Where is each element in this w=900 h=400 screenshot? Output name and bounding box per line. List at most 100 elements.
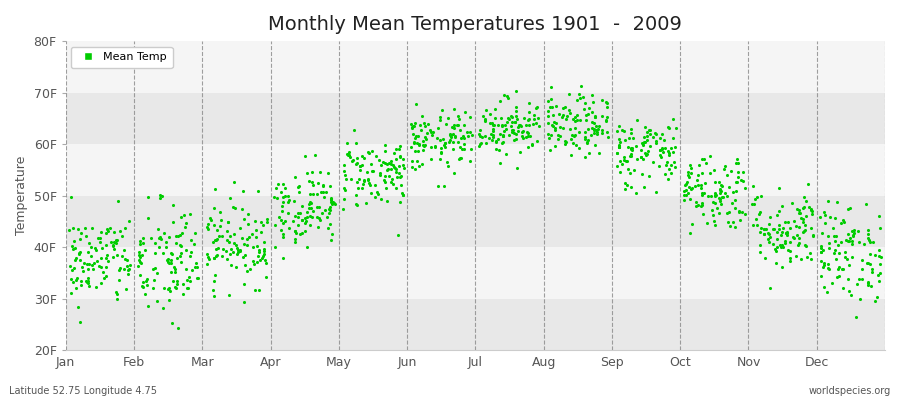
Point xyxy=(378,142,392,148)
Point xyxy=(590,123,604,129)
Point xyxy=(493,160,508,166)
Point xyxy=(107,239,122,246)
Point xyxy=(203,215,218,222)
Point xyxy=(578,129,592,135)
Point xyxy=(81,278,95,284)
Point xyxy=(491,146,506,153)
Point xyxy=(64,276,78,282)
Point xyxy=(783,224,797,231)
Point xyxy=(634,146,648,153)
Point xyxy=(422,126,436,133)
Point xyxy=(555,125,570,132)
Point xyxy=(713,187,727,194)
Point xyxy=(140,215,155,221)
Point xyxy=(408,120,422,126)
Point xyxy=(357,155,372,162)
Point xyxy=(778,219,792,226)
Point xyxy=(643,131,657,137)
Point xyxy=(350,202,365,208)
Point xyxy=(374,195,388,202)
Point xyxy=(153,192,167,198)
Point xyxy=(763,284,778,291)
Point xyxy=(849,314,863,320)
Point xyxy=(211,252,225,258)
Point xyxy=(250,243,265,250)
Point xyxy=(254,228,268,235)
Point xyxy=(340,150,355,157)
Point xyxy=(655,144,670,151)
Point xyxy=(300,170,314,177)
Point xyxy=(428,144,442,150)
Point xyxy=(599,100,614,106)
Point xyxy=(850,281,864,288)
Bar xyxy=(66,299,885,350)
Point xyxy=(364,148,379,154)
Point xyxy=(237,241,251,247)
Point xyxy=(616,127,630,133)
Point xyxy=(162,285,176,292)
Point xyxy=(727,204,742,211)
Point xyxy=(393,172,408,179)
Point xyxy=(526,120,540,127)
Point xyxy=(815,264,830,270)
Point xyxy=(267,222,282,228)
Point xyxy=(140,194,155,200)
Point xyxy=(620,166,634,172)
Point xyxy=(763,234,778,240)
Point xyxy=(310,191,324,198)
Point xyxy=(227,179,241,185)
Point xyxy=(353,163,367,169)
Point xyxy=(464,128,478,135)
Point xyxy=(585,125,599,132)
Point xyxy=(69,285,84,292)
Point xyxy=(464,114,478,120)
Point xyxy=(112,267,126,273)
Point xyxy=(418,135,433,142)
Point xyxy=(438,140,453,146)
Point xyxy=(845,233,859,239)
Point xyxy=(256,252,270,259)
Point xyxy=(494,122,508,129)
Point xyxy=(323,183,338,190)
Point xyxy=(563,152,578,158)
Point xyxy=(252,286,266,293)
Point xyxy=(615,161,629,167)
Point xyxy=(165,320,179,326)
Point xyxy=(708,222,723,228)
Point xyxy=(820,289,834,295)
Point xyxy=(493,130,508,137)
Point xyxy=(666,149,680,155)
Point xyxy=(431,182,446,189)
Point xyxy=(542,135,556,142)
Point xyxy=(146,285,160,292)
Point xyxy=(310,204,325,210)
Point xyxy=(361,176,375,182)
Point xyxy=(634,154,648,161)
Point xyxy=(381,166,395,173)
Point xyxy=(389,156,403,162)
Point xyxy=(769,247,783,254)
Point xyxy=(814,249,829,255)
Point xyxy=(843,292,858,298)
Point xyxy=(589,142,603,148)
Point xyxy=(349,179,364,185)
Point xyxy=(368,182,382,188)
Point xyxy=(779,229,794,235)
Point xyxy=(305,178,320,185)
Point xyxy=(392,232,406,238)
Point xyxy=(586,99,600,106)
Point xyxy=(82,283,96,290)
Point xyxy=(282,225,296,231)
Point xyxy=(517,115,531,122)
Point xyxy=(570,117,584,124)
Point xyxy=(846,232,860,238)
Point xyxy=(450,122,464,128)
Point xyxy=(288,213,302,220)
Point xyxy=(212,209,227,215)
Point xyxy=(384,178,399,185)
Point xyxy=(292,210,307,216)
Point xyxy=(170,278,184,284)
Point xyxy=(796,216,810,222)
Point xyxy=(248,287,262,294)
Point xyxy=(476,113,491,119)
